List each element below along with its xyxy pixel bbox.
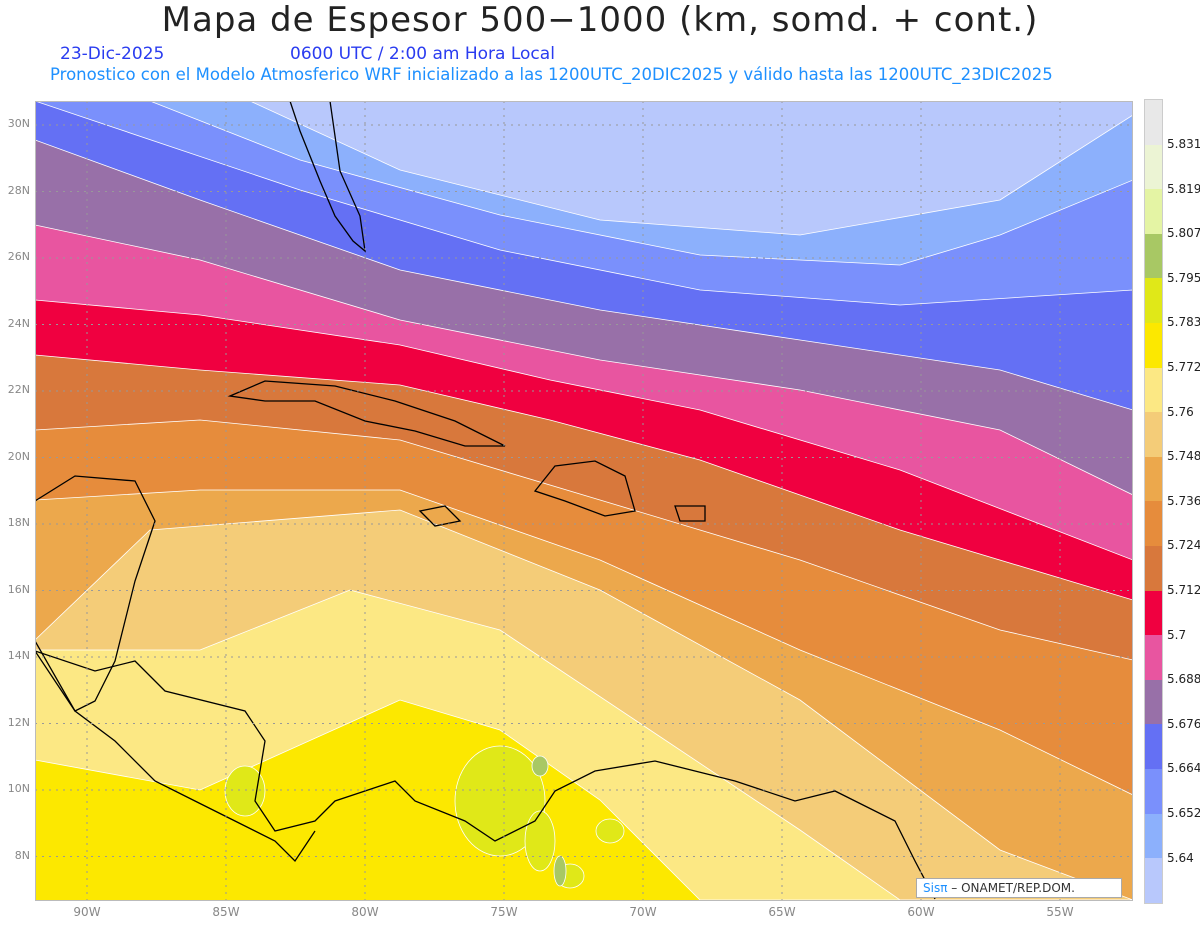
forecast-date: 23-Dic-2025 — [60, 44, 165, 64]
colorbar-label: 5.76 — [1167, 404, 1194, 419]
lon-label: 60W — [907, 905, 935, 919]
lat-label: 16N — [7, 582, 30, 596]
colorbar-label: 5.712 — [1167, 583, 1200, 597]
colorbar-swatch — [1145, 144, 1162, 190]
colorbar-label: 5.736 — [1167, 493, 1200, 508]
lat-label: 20N — [7, 449, 30, 463]
thickness-map — [35, 101, 1133, 901]
thickness-band — [454, 745, 546, 857]
coastline — [418, 505, 462, 527]
colorbar-label: 5.819 — [1167, 181, 1200, 196]
thickness-band — [531, 755, 549, 777]
colorbar-label: 5.724 — [1167, 538, 1200, 553]
colorbar-swatch — [1145, 278, 1162, 323]
colorbar-swatch — [1145, 367, 1162, 413]
lat-label: 24N — [7, 316, 30, 330]
coastline — [674, 505, 706, 522]
colorbar-swatch — [1145, 724, 1162, 769]
colorbar-swatch — [1145, 813, 1162, 859]
colorbar-label: 5.795 — [1167, 270, 1200, 285]
colorbar-label: 5.688 — [1167, 672, 1200, 687]
colorbar-label: 5.64 — [1167, 850, 1194, 865]
thickness-band — [595, 818, 625, 844]
colorbar-swatch — [1145, 189, 1162, 234]
lat-label: 26N — [7, 250, 30, 263]
colorbar-label: 5.652 — [1167, 806, 1200, 820]
colorbar-swatch — [1145, 545, 1162, 591]
colorbar-label: 5.7 — [1167, 627, 1187, 642]
colorbar-swatch — [1145, 858, 1162, 903]
coastline — [227, 380, 506, 447]
map-frame — [35, 101, 1133, 901]
lon-label: 75W — [490, 905, 518, 919]
colorbar-swatch — [1145, 456, 1162, 502]
coastline — [35, 650, 936, 900]
colorbar-label: 5.748 — [1167, 449, 1200, 464]
thickness-band — [553, 855, 567, 887]
credit-box: Sisπ – ONAMET/REP.DOM. — [916, 878, 1122, 898]
colorbar-swatch — [1145, 322, 1162, 368]
lat-label: 12N — [7, 715, 30, 729]
sispi-logo: Sisπ — [923, 881, 948, 895]
forecast-time: 0600 UTC / 2:00 am Hora Local — [290, 44, 555, 64]
thickness-band — [35, 699, 1133, 901]
model-subtitle: Pronostico con el Modelo Atmosferico WRF… — [50, 65, 1053, 84]
colorbar-swatch — [1145, 100, 1162, 145]
colorbar-swatch — [1145, 635, 1162, 680]
lat-label: 8N — [14, 848, 30, 862]
colorbar-label: 5.676 — [1167, 716, 1200, 731]
colorbar-swatch — [1145, 501, 1162, 546]
colorbar — [1144, 99, 1163, 904]
colorbar-label: 5.664 — [1167, 761, 1200, 776]
colorbar-swatch — [1145, 412, 1162, 457]
lat-label: 22N — [7, 383, 30, 396]
colorbar-swatch — [1145, 590, 1162, 636]
colorbar-label: 5.807 — [1167, 226, 1200, 241]
colorbar-label: 5.783 — [1167, 315, 1200, 330]
lat-label: 30N — [7, 117, 30, 130]
lon-label: 55W — [1046, 905, 1074, 919]
coastline — [289, 101, 366, 253]
lat-label: 18N — [7, 516, 30, 529]
map-title: Mapa de Espesor 500−1000 (km, somd. + co… — [161, 0, 1039, 40]
colorbar-swatch — [1145, 679, 1162, 725]
lat-label: 10N — [7, 782, 30, 795]
lon-label: 85W — [212, 905, 240, 919]
lon-label: 70W — [629, 905, 657, 919]
colorbar-label: 5.772 — [1167, 360, 1200, 374]
colorbar-swatch — [1145, 768, 1162, 814]
lon-label: 90W — [73, 905, 101, 919]
lon-label: 65W — [768, 905, 796, 919]
thickness-band — [224, 765, 266, 817]
coastline — [35, 475, 156, 712]
thickness-band — [524, 810, 556, 872]
lon-label: 80W — [351, 905, 379, 919]
colorbar-label: 5.831 — [1167, 137, 1200, 151]
coastline — [35, 650, 316, 863]
coastline — [533, 460, 636, 517]
colorbar-swatch — [1145, 233, 1162, 279]
lat-label: 14N — [7, 649, 30, 662]
credit-text: – ONAMET/REP.DOM. — [947, 881, 1075, 895]
lat-label: 28N — [7, 183, 30, 197]
